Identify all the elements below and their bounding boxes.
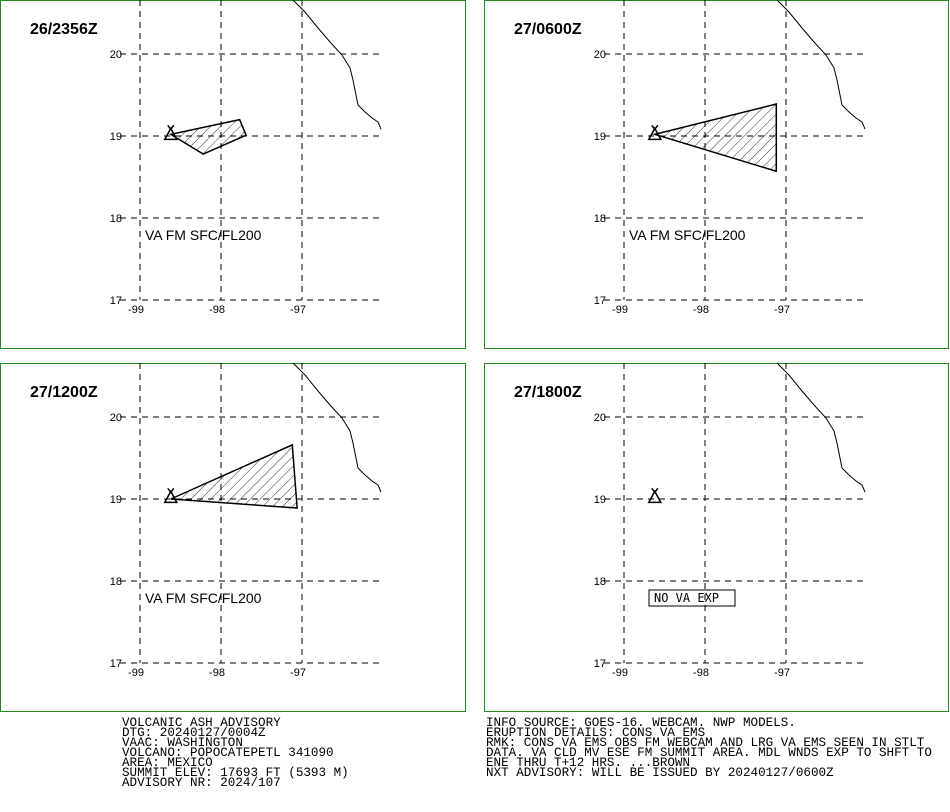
- lon-tick-label: -98: [209, 667, 225, 679]
- lat-tick-label: 19: [110, 131, 122, 143]
- lat-tick-label: 20: [594, 49, 606, 61]
- footer-line: ENE THRU T+12 HRS. ...BROWN: [486, 756, 690, 770]
- lon-tick-label: -98: [693, 667, 709, 679]
- volcano-symbol: [163, 124, 179, 141]
- label-box: [648, 589, 736, 607]
- ash-label: VA FM SFC/FL200: [145, 227, 262, 243]
- ash-cloud: [168, 118, 248, 155]
- lat-tick-label: 17: [110, 295, 122, 307]
- lon-tick-label: -99: [128, 304, 144, 316]
- lon-tick-label: -99: [612, 304, 628, 316]
- coastline: [776, 362, 866, 493]
- valid-time: 27/1200Z: [30, 384, 98, 401]
- lat-tick-label: 18: [594, 213, 606, 225]
- lon-tick-label: -97: [774, 304, 790, 316]
- lon-tick-label: -98: [209, 304, 225, 316]
- map-panel: 17 18 19 20 -99 -98 -97 27/0600Z VA FM SFC/FL200: [484, 0, 949, 349]
- footer-line: DTG: 20240127/0004Z: [122, 726, 266, 740]
- map-panel: 17 18 19 20 -99 -98 -97 27/1200Z VA FM SFC/FL200: [0, 362, 466, 712]
- footer-line: ERUPTION DETAILS: CONS VA EMS: [486, 726, 705, 740]
- footer-line: RMK: CONS VA EMS OBS FM WEBCAM AND LRG V…: [486, 736, 925, 750]
- map-panel: 17 18 19 20 -99 -98 -97 27/1800Z NO VA EXP: [484, 362, 949, 712]
- lat-tick-label: 18: [110, 213, 122, 225]
- footer-line: VAAC: WASHINGTON: [122, 736, 243, 750]
- lon-tick-label: -98: [693, 304, 709, 316]
- panel-border: [484, 363, 949, 712]
- footer-line: NXT ADVISORY: WILL BE ISSUED BY 20240127…: [486, 766, 834, 780]
- map-panel: 17 18 19 20 -99 -98 -97 26/2356Z VA FM SFC/FL200: [0, 0, 466, 349]
- lat-tick-label: 20: [110, 412, 122, 424]
- ash-cloud: [651, 103, 778, 173]
- lat-tick-label: 18: [594, 576, 606, 588]
- lat-tick-label: 18: [110, 576, 122, 588]
- volcano-symbol: [647, 487, 663, 504]
- lat-tick-label: 19: [594, 131, 606, 143]
- lat-tick-label: 17: [110, 658, 122, 670]
- footer-line: DATA. VA CLD MV ESE FM SUMMIT AREA. MDL …: [486, 746, 932, 760]
- valid-time: 27/1800Z: [514, 384, 582, 401]
- footer-line: AREA: MEXICO: [122, 756, 213, 770]
- lon-tick-label: -99: [128, 667, 144, 679]
- coastline: [292, 362, 382, 493]
- valid-time: 27/0600Z: [514, 21, 582, 38]
- coastline: [776, 0, 866, 130]
- footer-line: INFO SOURCE: GOES-16. WEBCAM. NWP MODELS…: [486, 716, 796, 730]
- lat-tick-label: 17: [594, 295, 606, 307]
- lon-tick-label: -97: [290, 667, 306, 679]
- panel-border: [0, 363, 466, 712]
- lat-tick-label: 20: [110, 49, 122, 61]
- volcano-symbol: [647, 124, 663, 141]
- lat-tick-label: 19: [594, 494, 606, 506]
- lat-tick-label: 19: [110, 494, 122, 506]
- ash-label: VA FM SFC/FL200: [145, 590, 262, 606]
- footer-line: ADVISORY NR: 2024/107: [122, 776, 281, 790]
- lon-tick-label: -97: [290, 304, 306, 316]
- footer-line: VOLCANO: POPOCATEPETL 341090: [122, 746, 334, 760]
- valid-time: 26/2356Z: [30, 21, 98, 38]
- lat-tick-label: 20: [594, 412, 606, 424]
- footer-line: SUMMIT ELEV: 17693 FT (5393 M): [122, 766, 349, 780]
- volcano-symbol: [163, 487, 179, 504]
- ash-label: VA FM SFC/FL200: [629, 227, 746, 243]
- ash-label: NO VA EXP: [654, 591, 719, 605]
- footer-line: VOLCANIC ASH ADVISORY: [122, 716, 281, 730]
- panel-border: [0, 0, 466, 349]
- lon-tick-label: -99: [612, 667, 628, 679]
- ash-cloud: [170, 443, 298, 509]
- coastline: [292, 0, 382, 130]
- lon-tick-label: -97: [774, 667, 790, 679]
- lat-tick-label: 17: [594, 658, 606, 670]
- panel-border: [484, 0, 949, 349]
